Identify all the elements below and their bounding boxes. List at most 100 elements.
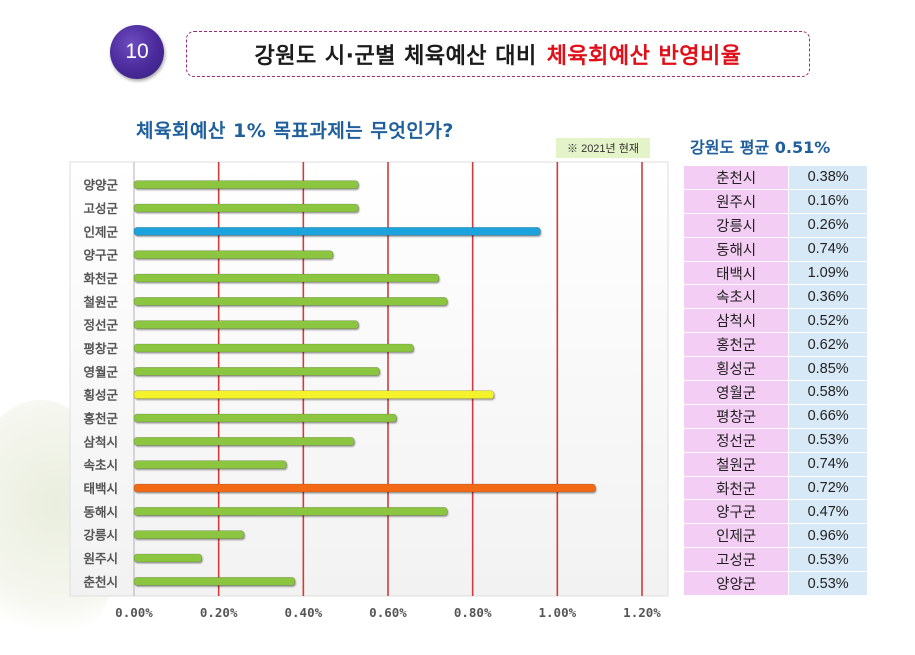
bar	[133, 367, 380, 376]
bar	[133, 507, 448, 516]
y-category-label: 속초시	[83, 458, 118, 473]
x-tick-label: 0.20%	[200, 605, 238, 620]
y-category-label: 철원군	[83, 294, 118, 309]
table-cell-region: 양구군	[682, 499, 790, 525]
table-cell-ratio: 0.58%	[788, 380, 868, 405]
table-cell-ratio: 0.66%	[788, 403, 868, 429]
year-note: ※ 2021년 현재	[556, 138, 650, 158]
table-cell-ratio: 0.47%	[788, 499, 868, 525]
table-cell-region: 동해시	[682, 236, 790, 262]
table-cell-region: 양양군	[682, 571, 790, 597]
table-row: 양양군 0.53%	[682, 571, 868, 597]
x-tick-label: 1.20%	[623, 605, 661, 620]
table-row: 홍천군 0.62%	[682, 332, 868, 358]
y-category-label: 원주시	[83, 551, 118, 566]
y-category-label: 강릉시	[83, 528, 118, 543]
table-row: 횡성군 0.85%	[682, 356, 868, 382]
table-cell-region: 홍천군	[682, 332, 790, 358]
bar	[133, 250, 334, 259]
table-cell-ratio: 0.26%	[788, 212, 868, 238]
bar	[133, 343, 414, 353]
bar	[133, 203, 359, 213]
ratio-table-body: 춘천시 0.38% 원주시 0.16% 강릉시 0.26% 동해시 0.74% 태백시 1.09%…	[682, 165, 868, 597]
table-cell-region: 태백시	[682, 260, 790, 286]
slide-title-main: 강원도 시·군별 체육예산 대비	[254, 44, 537, 69]
table-cell-ratio: 0.16%	[788, 188, 868, 214]
y-category-label: 삼척시	[83, 434, 118, 449]
table-cell-ratio: 0.96%	[788, 523, 868, 549]
table-cell-region: 삼척시	[682, 308, 790, 334]
y-category-label: 고성군	[83, 201, 118, 216]
table-cell-ratio: 0.38%	[788, 165, 868, 190]
slide-title-box: 강원도 시·군별 체육예산 대비 체육회예산 반영비율	[186, 31, 810, 77]
table-row: 속초시 0.36%	[682, 284, 868, 310]
y-category-label: 동해시	[83, 504, 118, 519]
bar	[133, 530, 245, 539]
table-row: 화천군 0.72%	[682, 475, 868, 501]
x-tick-label: 1.00%	[539, 605, 577, 620]
table-cell-region: 평창군	[682, 403, 790, 429]
table-row: 삼척시 0.52%	[682, 308, 868, 334]
table-cell-region: 강릉시	[682, 212, 790, 238]
table-cell-region: 원주시	[682, 188, 790, 214]
bar	[133, 577, 296, 586]
table-row: 고성군 0.53%	[682, 547, 868, 573]
table-cell-ratio: 0.52%	[788, 308, 868, 334]
table-cell-ratio: 0.53%	[788, 547, 868, 573]
slide-title-highlight: 체육회예산 반영비율	[546, 44, 742, 69]
bar	[133, 180, 359, 189]
y-category-label: 화천군	[83, 271, 118, 286]
table-cell-ratio: 0.53%	[788, 571, 868, 597]
table-cell-ratio: 0.72%	[788, 475, 868, 501]
y-category-label: 양양군	[83, 178, 118, 193]
table-row: 태백시 1.09%	[682, 260, 868, 286]
table-cell-region: 화천군	[682, 475, 790, 501]
x-tick-label: 0.60%	[369, 605, 407, 620]
bar	[133, 413, 397, 423]
y-category-label: 평창군	[83, 341, 118, 356]
y-category-label: 양구군	[83, 248, 118, 263]
chart-title: 체육회예산 1% 목표과제는 무엇인가?	[136, 120, 454, 142]
table-cell-region: 영월군	[682, 380, 790, 405]
table-cell-ratio: 0.85%	[788, 356, 868, 382]
table-cell-region: 인제군	[682, 523, 790, 549]
table-cell-ratio: 0.74%	[788, 451, 868, 477]
table-row: 강릉시 0.26%	[682, 212, 868, 238]
bar	[133, 437, 355, 446]
table-cell-region: 고성군	[682, 547, 790, 573]
bar	[133, 227, 541, 236]
table-row: 춘천시 0.38%	[682, 165, 868, 190]
y-category-label: 정선군	[83, 318, 118, 333]
table-cell-region: 속초시	[682, 284, 790, 310]
table-cell-ratio: 1.09%	[788, 260, 868, 286]
table-row: 평창군 0.66%	[682, 403, 868, 429]
table-row: 양구군 0.47%	[682, 499, 868, 525]
table-row: 영월군 0.58%	[682, 380, 868, 405]
y-category-label: 영월군	[83, 364, 118, 379]
y-category-label: 춘천시	[83, 574, 118, 589]
slide-number-badge: 10	[110, 25, 164, 79]
table-row: 동해시 0.74%	[682, 236, 868, 262]
bar	[133, 297, 448, 306]
table-cell-region: 횡성군	[682, 356, 790, 382]
province-average-title: 강원도 평균 0.51%	[690, 138, 831, 157]
bar	[133, 460, 287, 469]
table-cell-region: 춘천시	[682, 165, 790, 190]
table-row: 철원군 0.74%	[682, 451, 868, 477]
y-category-label: 인제군	[83, 224, 118, 239]
bar	[133, 273, 440, 283]
table-cell-ratio: 0.62%	[788, 332, 868, 358]
y-category-label: 홍천군	[83, 411, 118, 426]
slide-number: 10	[125, 40, 149, 63]
ratio-table: 춘천시 0.38% 원주시 0.16% 강릉시 0.26% 동해시 0.74% 태백시 1.09%…	[682, 165, 868, 597]
table-row: 원주시 0.16%	[682, 188, 868, 214]
x-tick-label: 0.40%	[285, 605, 323, 620]
table-cell-ratio: 0.53%	[788, 427, 868, 453]
table-cell-ratio: 0.36%	[788, 284, 868, 310]
table-cell-region: 정선군	[682, 427, 790, 453]
y-category-label: 횡성군	[83, 388, 118, 403]
table-row: 인제군 0.96%	[682, 523, 868, 549]
x-tick-label: 0.80%	[454, 605, 492, 620]
table-cell-region: 철원군	[682, 451, 790, 477]
